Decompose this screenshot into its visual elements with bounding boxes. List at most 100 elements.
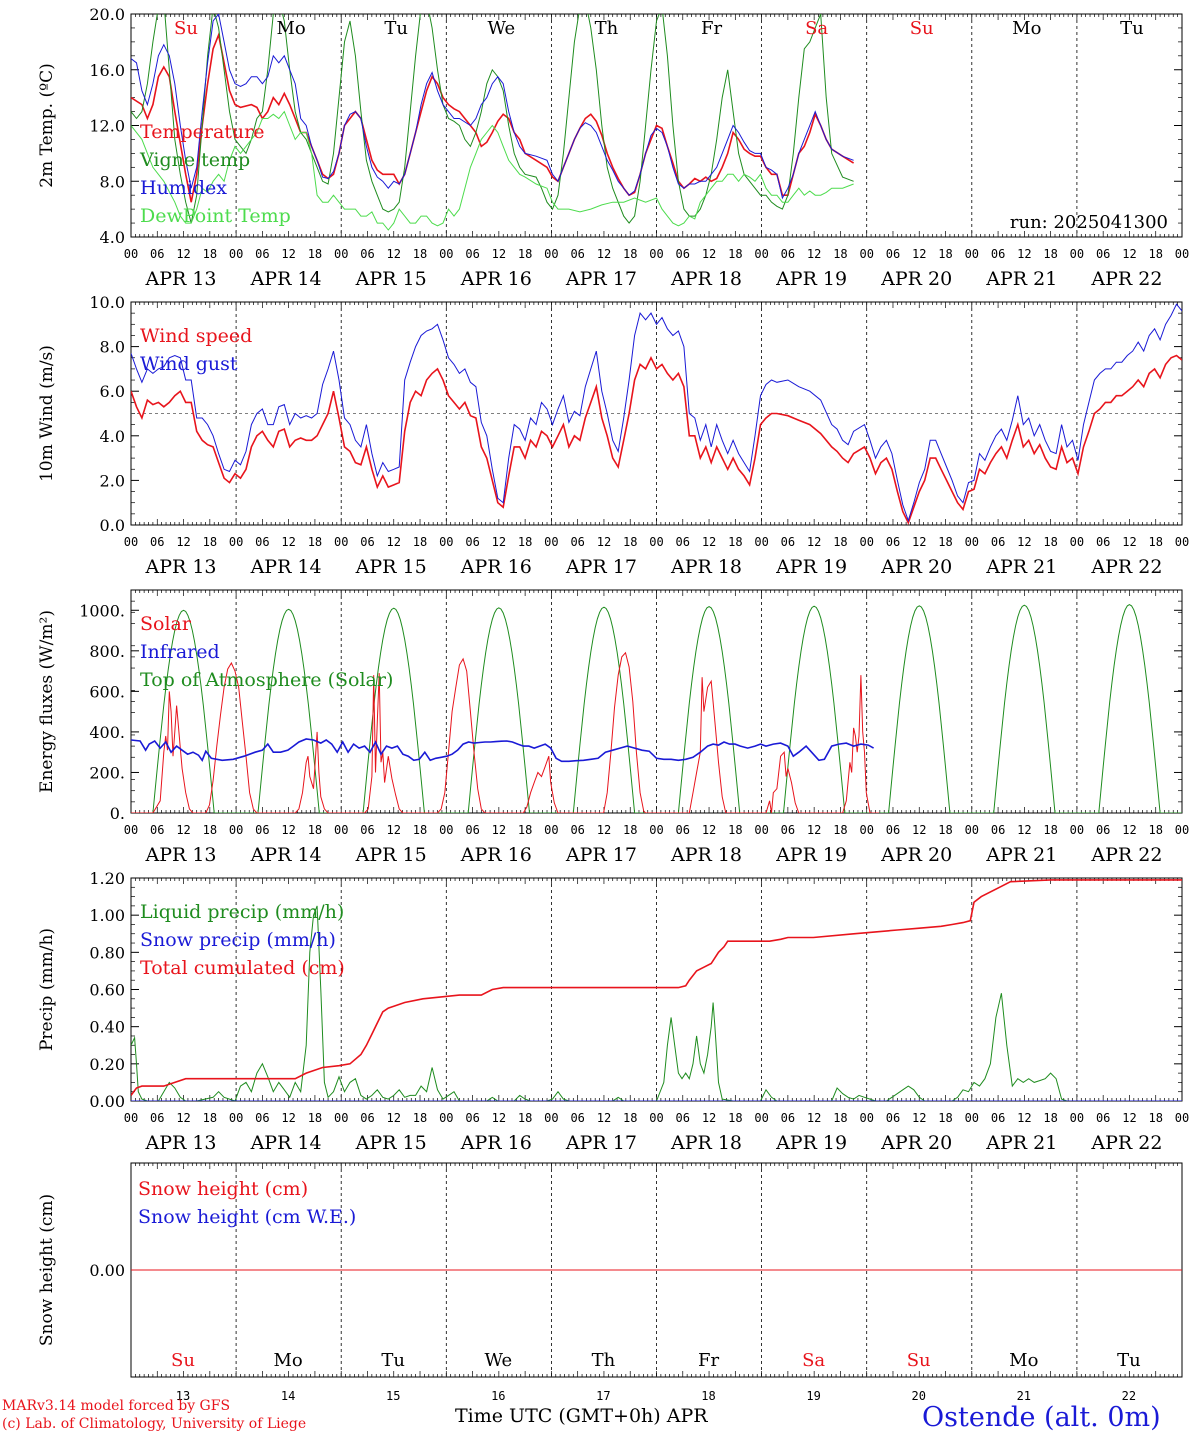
date-label: APR 13 [144, 1132, 216, 1154]
legend-entry: Wind speed [140, 325, 252, 347]
hour-tick-label: 18 [308, 1111, 322, 1125]
date-label: APR 16 [460, 556, 532, 578]
hour-tick-label: 18 [728, 535, 742, 549]
hour-tick-label: 06 [360, 1111, 374, 1125]
hour-tick-label: 18 [413, 823, 427, 837]
hour-tick-label: 00 [229, 247, 243, 261]
hour-tick-label: 06 [991, 535, 1005, 549]
date-label: APR 19 [775, 844, 847, 866]
y-tick-label: 0.80 [89, 943, 125, 962]
hour-tick-label: 12 [281, 247, 295, 261]
hour-tick-label: 00 [1175, 823, 1189, 837]
hour-tick-label: 12 [912, 1111, 926, 1125]
hour-tick-label: 18 [308, 823, 322, 837]
hour-tick-label: 12 [1122, 1111, 1136, 1125]
hour-tick-label: 00 [439, 1111, 453, 1125]
y-tick-label: 0.00 [89, 1261, 125, 1280]
series-wind-speed [131, 354, 1182, 525]
y-tick-label: 16.0 [89, 61, 125, 80]
hour-tick-label: 12 [387, 1111, 401, 1125]
hour-tick-label: 18 [203, 1111, 217, 1125]
hour-tick-label: 18 [938, 535, 952, 549]
weekday-label: We [487, 18, 515, 39]
hour-tick-label: 06 [886, 823, 900, 837]
date-label: APR 21 [985, 1132, 1057, 1154]
panel-temperature: 4.0 8.0 12.0 16.0 20.0 2m Temp. (ºC) Temperatu… [37, 5, 1189, 290]
weekday-label: Tu [381, 1350, 405, 1371]
hour-tick-label: 06 [570, 823, 584, 837]
date-label: APR 15 [355, 844, 427, 866]
hour-tick-label: 06 [991, 823, 1005, 837]
y-tick-label: 1.00 [89, 906, 125, 925]
hour-tick-label: 00 [334, 823, 348, 837]
hour-tick-label: 06 [781, 535, 795, 549]
day-number-label: 16 [491, 1389, 505, 1403]
date-label: APR 22 [1090, 268, 1162, 290]
legend-entry: Snow precip (mm/h) [140, 929, 336, 951]
hour-tick-label: 12 [807, 823, 821, 837]
hour-tick-label: 00 [334, 535, 348, 549]
weekday-label: Mo [276, 18, 305, 39]
hour-tick-label: 00 [1070, 535, 1084, 549]
hour-tick-label: 18 [623, 535, 637, 549]
hour-tick-label: 06 [570, 535, 584, 549]
date-label: APR 14 [250, 268, 322, 290]
hour-tick-label: 12 [912, 823, 926, 837]
hour-tick-label: 18 [518, 823, 532, 837]
hour-tick-label: 00 [965, 535, 979, 549]
hour-tick-label: 00 [1070, 823, 1084, 837]
hour-tick-label: 18 [518, 535, 532, 549]
hour-tick-label: 00 [124, 823, 138, 837]
y-axis-label: 2m Temp. (ºC) [37, 63, 57, 188]
weekday-label: Mo [1012, 18, 1041, 39]
hour-tick-label: 00 [439, 823, 453, 837]
hour-tick-label: 00 [1070, 1111, 1084, 1125]
x-axis-month: APR [666, 1405, 708, 1427]
y-axis-label: 10m Wind (m/s) [37, 345, 57, 482]
hour-tick-label: 18 [413, 535, 427, 549]
hour-tick-label: 18 [938, 247, 952, 261]
date-label: APR 17 [565, 268, 637, 290]
hour-tick-label: 12 [176, 535, 190, 549]
hour-tick-label: 06 [255, 247, 269, 261]
hour-tick-label: 06 [570, 247, 584, 261]
hour-tick-label: 00 [124, 247, 138, 261]
date-label: APR 16 [460, 268, 532, 290]
hour-tick-label: 12 [492, 247, 506, 261]
hour-tick-label: 12 [387, 535, 401, 549]
weekday-label: Th [595, 18, 619, 39]
y-tick-label: 0.40 [89, 1018, 125, 1037]
date-label: APR 13 [144, 844, 216, 866]
hour-tick-label: 06 [781, 823, 795, 837]
hour-tick-label: 00 [1175, 1111, 1189, 1125]
plot-frame [130, 589, 1183, 814]
hour-tick-label: 06 [360, 823, 374, 837]
legend-entry: Top of Atmosphere (Solar) [140, 669, 393, 691]
hour-tick-label: 12 [807, 247, 821, 261]
hour-tick-label: 18 [623, 1111, 637, 1125]
hour-tick-label: 12 [176, 823, 190, 837]
hour-tick-label: 18 [308, 247, 322, 261]
hour-tick-label: 00 [754, 535, 768, 549]
day-number-label: 22 [1122, 1389, 1136, 1403]
y-tick-label: 8.0 [100, 338, 125, 357]
hour-tick-label: 06 [360, 535, 374, 549]
series-temperature [131, 32, 855, 203]
weekday-label: Tu [1120, 18, 1144, 39]
hour-tick-label: 06 [150, 823, 164, 837]
y-tick-label: 600. [89, 682, 125, 701]
hour-tick-label: 00 [334, 247, 348, 261]
hour-tick-label: 06 [255, 1111, 269, 1125]
hour-tick-label: 06 [150, 1111, 164, 1125]
hour-tick-label: 12 [597, 247, 611, 261]
day-number-label: 14 [281, 1389, 295, 1403]
hour-tick-label: 06 [465, 823, 479, 837]
y-tick-label: 0. [110, 804, 125, 823]
hour-tick-label: 12 [387, 247, 401, 261]
legend-entry: Vigne temp [139, 149, 250, 171]
panel-precip: 0.00 0.20 0.40 0.60 0.80 1.00 1.20 Precip (mm/h… [37, 869, 1189, 1154]
weekday-label: We [484, 1350, 512, 1371]
weekday-label: Su [174, 18, 198, 39]
model-line: MARv3.14 model forced by GFS [2, 1398, 231, 1414]
panel-wind: 0.0 2.0 4.0 6.0 8.0 10.0 10m Wind (m/s) Wind sp… [37, 293, 1189, 578]
